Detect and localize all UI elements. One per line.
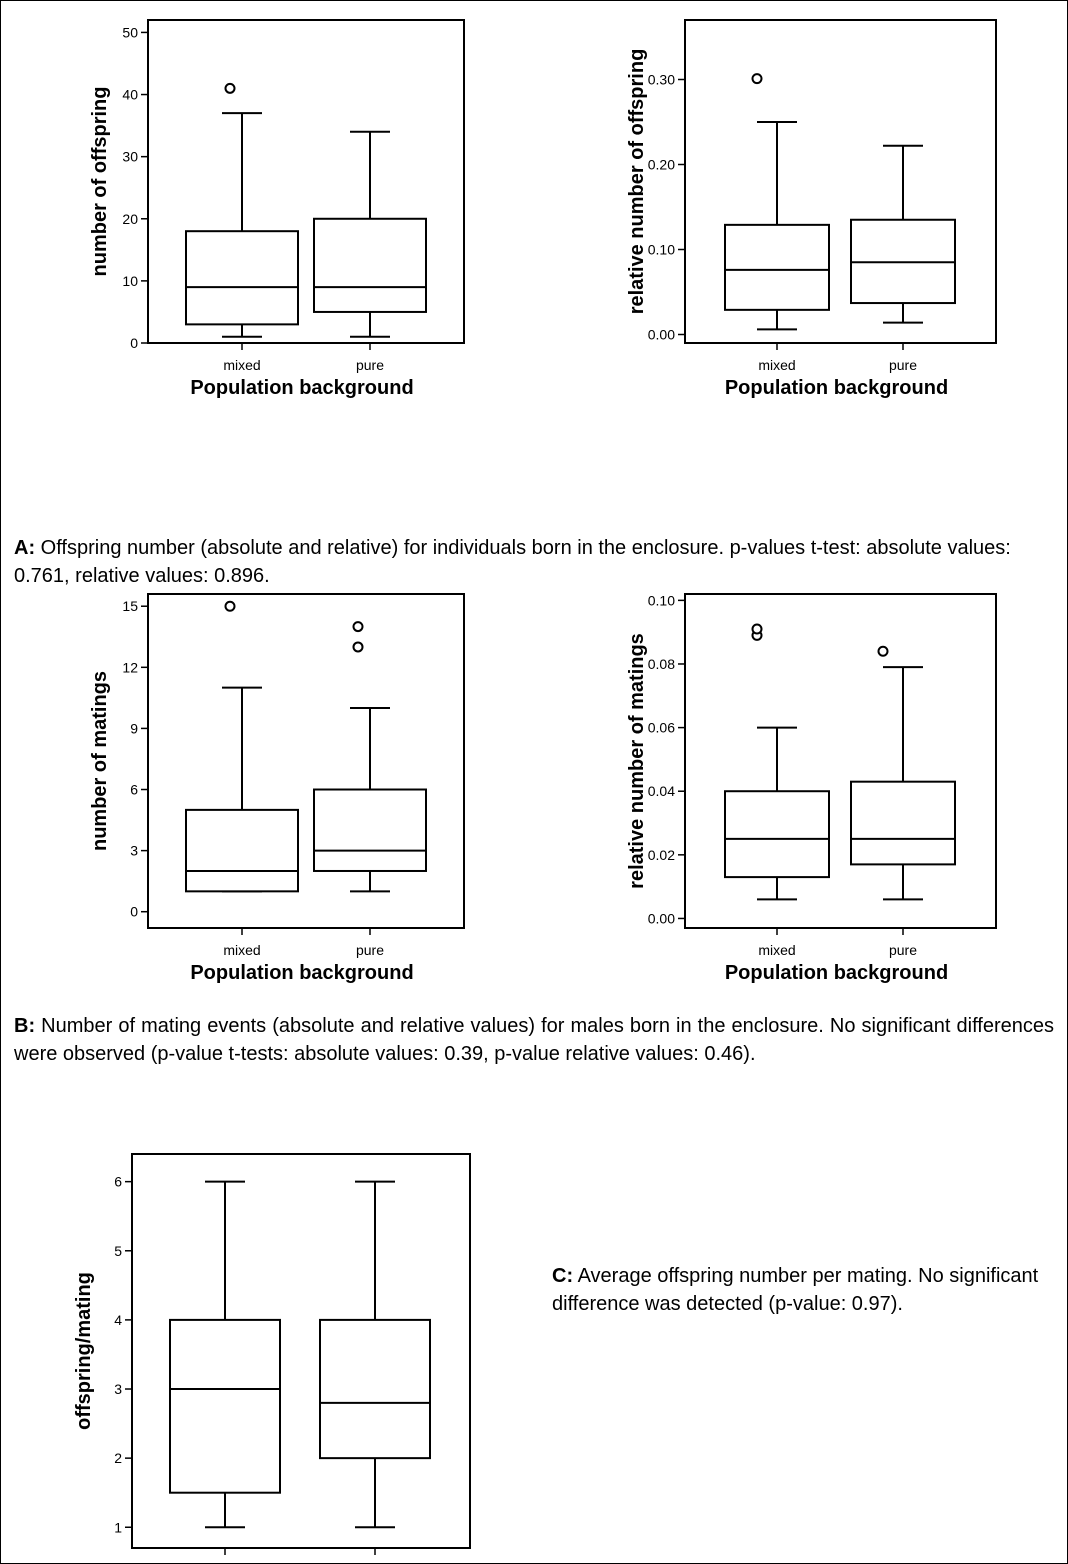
box-mixed [724, 623, 830, 901]
outlier-point [224, 600, 236, 612]
y-tick-label: 10 [122, 273, 138, 289]
x-tick-label: pure [356, 357, 384, 373]
caption-a-label: A: [14, 537, 36, 559]
y-tick-label: 0.06 [648, 720, 675, 736]
box-pure [313, 621, 427, 893]
y-tick-label: 50 [122, 24, 138, 40]
chart-relative-offspring: 0.00 0.10 0.20 0.30 mixed pure Population back… [626, 19, 997, 399]
y-axis-title: offspring/mating [73, 1272, 95, 1430]
y-axis-title: relative number of offspring [626, 49, 648, 315]
outlier-point [352, 641, 364, 653]
y-tick-label: 3 [114, 1381, 122, 1397]
y-tick-label: 15 [122, 598, 138, 614]
outlier-point [877, 645, 889, 657]
caption-b-text: Number of mating events (absolute and re… [14, 1015, 1054, 1065]
y-tick-label: 6 [114, 1174, 122, 1190]
chart-offspring-number: 0 10 20 30 40 50 mixed pure Population backgroun… [89, 19, 465, 399]
plot-area [684, 593, 997, 929]
box-pure [319, 1180, 431, 1529]
y-axis-title: number of offspring [89, 87, 111, 277]
x-tick-label: pure [889, 357, 917, 373]
y-tick-label: 30 [122, 149, 138, 165]
caption-c-label: C: [552, 1265, 574, 1287]
y-tick-label: 0.00 [648, 327, 675, 343]
outlier-point [224, 82, 236, 94]
x-tick-label: mixed [758, 357, 795, 373]
caption-a: A: Offspring number (absolute and relati… [14, 534, 1054, 590]
y-tick-label: 0.08 [648, 656, 675, 672]
x-tick-label: pure [356, 942, 384, 958]
y-tick-label: 20 [122, 211, 138, 227]
y-tick-label: 0 [130, 335, 138, 351]
caption-a-text: Offspring number (absolute and relative)… [14, 537, 1011, 587]
caption-c: C: Average offspring number per mating. … [552, 1262, 1052, 1318]
plot-area [684, 19, 997, 344]
y-tick-label: 9 [130, 720, 138, 736]
box-pure [850, 645, 956, 901]
y-tick-label: 1 [114, 1519, 122, 1535]
y-tick-label: 2 [114, 1450, 122, 1466]
box-mixed [185, 82, 299, 338]
y-tick-label: 4 [114, 1312, 122, 1328]
box-mixed [185, 600, 299, 893]
box-iqr [724, 790, 830, 879]
x-tick-label: pure [361, 1562, 389, 1564]
plot-area [147, 593, 465, 929]
y-tick-label: 0.10 [648, 242, 675, 258]
x-tick-label: mixed [223, 942, 260, 958]
y-tick-label: 0 [130, 904, 138, 920]
outlier-point [751, 623, 763, 635]
box-iqr [313, 788, 427, 872]
y-tick-label: 0.10 [648, 592, 675, 608]
y-tick-label: 12 [122, 659, 138, 675]
box-mixed [169, 1180, 281, 1529]
box-iqr [185, 230, 299, 326]
caption-c-text: Average offspring number per mating. No … [552, 1265, 1039, 1315]
y-tick-label: 0.02 [648, 847, 675, 863]
y-axis-title: number of matings [89, 671, 111, 851]
y-tick-label: 40 [122, 87, 138, 103]
outlier-point [352, 621, 364, 633]
y-tick-label: 5 [114, 1243, 122, 1259]
y-tick-label: 3 [130, 843, 138, 859]
box-iqr [850, 780, 956, 866]
chart-matings-number: 0 3 6 9 12 15 mixed pure Population background nu… [89, 593, 465, 984]
chart-relative-matings: 0.00 0.02 0.04 0.06 0.08 0.10 mixed pure Populat… [626, 592, 997, 984]
box-pure [313, 130, 427, 338]
chart-offspring-per-mating: 123456mixedpureanimaloffspring/mating [73, 1153, 471, 1564]
plot-area [131, 1153, 471, 1549]
x-axis-title: Population background [190, 962, 413, 984]
x-tick-label: mixed [758, 942, 795, 958]
outlier-point [751, 73, 763, 85]
y-tick-label: 6 [130, 782, 138, 798]
x-tick-label: mixed [206, 1562, 243, 1564]
box-mixed [724, 73, 830, 331]
box-iqr [313, 217, 427, 313]
y-tick-label: 0.04 [648, 783, 675, 799]
caption-b-label: B: [14, 1015, 36, 1037]
x-tick-label: mixed [223, 357, 260, 373]
x-axis-title: Population background [190, 377, 413, 399]
x-tick-label: pure [889, 942, 917, 958]
box-iqr [319, 1318, 431, 1460]
box-iqr [185, 808, 299, 893]
y-tick-label: 0.30 [648, 72, 675, 88]
y-tick-label: 0.00 [648, 910, 675, 926]
plot-area [147, 19, 465, 344]
box-iqr [169, 1318, 281, 1494]
box-pure [850, 144, 956, 324]
box-iqr [724, 223, 830, 311]
x-axis-title: Population background [725, 962, 948, 984]
x-axis-title: Population background [725, 377, 948, 399]
caption-b: B: Number of mating events (absolute and… [14, 1012, 1054, 1068]
y-tick-label: 0.20 [648, 157, 675, 173]
y-axis-title: relative number of matings [626, 633, 648, 889]
